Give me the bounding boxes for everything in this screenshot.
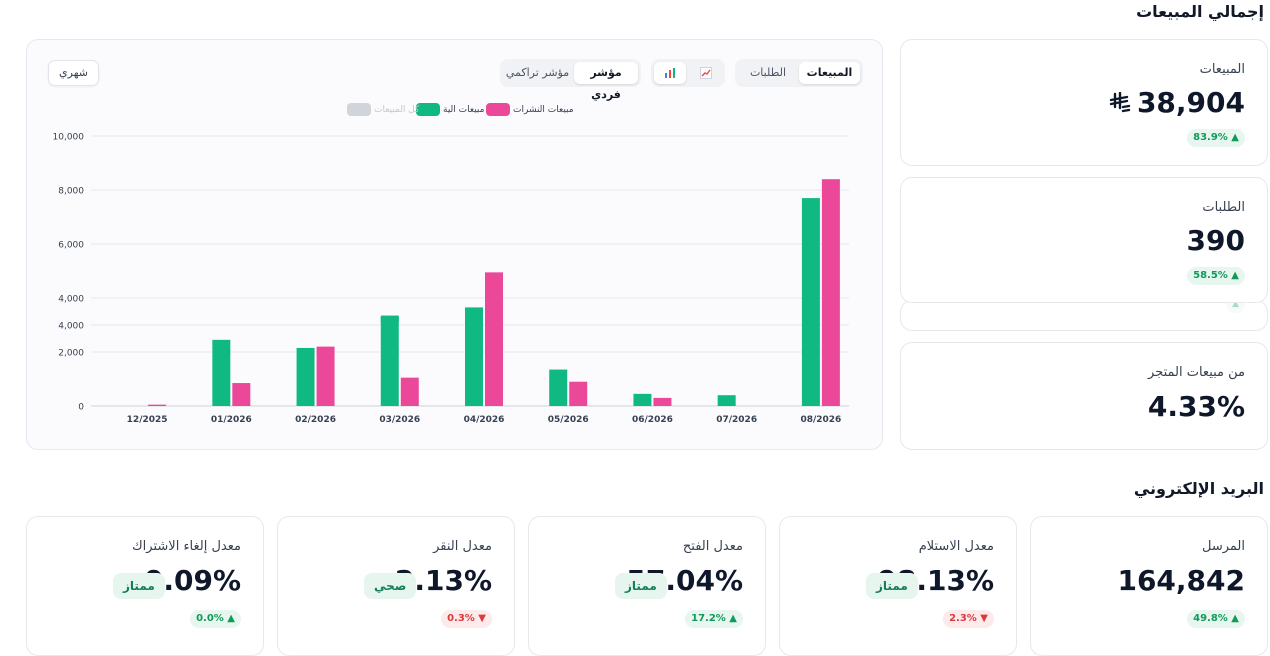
x-tick-label: 03/2026 xyxy=(379,415,420,425)
bar-automation[interactable] xyxy=(801,198,820,406)
email-kpi-value: 164,842 xyxy=(1117,564,1245,597)
arrow-up-icon: ▲ xyxy=(1231,613,1239,624)
email-section-title: البريد الإلكتروني xyxy=(1133,479,1264,498)
email-kpi-card: معدل النقر 2.13% صحي 0.3% ▼ xyxy=(277,516,515,656)
tab-orders[interactable]: الطلبات xyxy=(749,66,787,79)
chart-type-toggle xyxy=(651,59,725,87)
kpi-orders-label: الطلبات xyxy=(1202,200,1245,215)
kpi-card-orders: الطلبات 390 58.5% ▲ xyxy=(900,177,1268,303)
kpi-card-sales: المبيعات 38,904 83.9% ▲ xyxy=(900,39,1268,166)
arrow-up-icon: ▲ xyxy=(1231,132,1239,143)
kpi-card-orders-shadow: ▲ xyxy=(900,295,1268,331)
legend-swatch-all-sales[interactable] xyxy=(347,103,371,116)
x-tick-label: 05/2026 xyxy=(548,415,589,425)
email-kpi-rating: صحي xyxy=(364,573,417,599)
kpi-store-share-value: 4.33% xyxy=(1147,390,1245,423)
bar-newsletters[interactable] xyxy=(316,346,335,406)
bar-automation[interactable] xyxy=(465,307,483,406)
email-kpi-label: معدل الفتح xyxy=(682,539,743,554)
x-tick-label: 01/2026 xyxy=(211,415,252,425)
tab-cumulative-index[interactable]: مؤشر تراكمي xyxy=(505,66,570,79)
email-kpi-label: معدل النقر xyxy=(433,539,492,554)
bar-automation[interactable] xyxy=(549,369,568,406)
email-kpi-label: معدل إلغاء الاشتراك xyxy=(131,539,241,554)
y-tick-label: 4,000 xyxy=(58,295,84,305)
y-tick-label: 0 xyxy=(78,403,84,413)
metric-tabs: المبيعات الطلبات xyxy=(735,59,863,87)
arrow-down-icon: ▼ xyxy=(980,613,988,624)
bar-automation[interactable] xyxy=(633,393,652,406)
email-kpi-change: 0.3% ▼ xyxy=(441,610,492,628)
y-tick-label: 10,000 xyxy=(53,133,85,143)
kpi-sales-label: المبيعات xyxy=(1199,62,1245,77)
arrow-up-icon: ▲ xyxy=(227,613,235,624)
legend-label-newsletters[interactable]: مبيعات النشرات xyxy=(513,105,574,115)
y-tick-label: 6,000 xyxy=(58,241,84,251)
sales-bar-chart: 10,000 8,000 6,000 4,000 4,000 2,000 0 12/2025 0… xyxy=(53,133,849,425)
bar-automation[interactable] xyxy=(212,339,231,406)
kpi-store-share-label: من مبيعات المتجر xyxy=(1148,365,1245,380)
line-chart-icon[interactable] xyxy=(690,62,722,84)
email-kpi-rating: ممتاز xyxy=(113,573,165,599)
email-kpi-label: المرسل xyxy=(1202,539,1245,554)
kpi-sales-value-row: 38,904 xyxy=(1109,86,1245,121)
arrow-up-icon: ▲ xyxy=(729,613,737,624)
bar-newsletters[interactable] xyxy=(232,383,251,406)
bar-chart-icon[interactable] xyxy=(654,62,686,84)
tab-single-index[interactable]: مؤشر فردي xyxy=(574,62,638,101)
x-tick-label: 12/2025 xyxy=(127,415,168,425)
email-kpi-label: معدل الاستلام xyxy=(918,539,994,554)
bar-newsletters[interactable] xyxy=(400,377,419,406)
x-tick-label: 06/2026 xyxy=(632,415,673,425)
email-kpi-change: 0.0% ▲ xyxy=(190,610,241,628)
y-tick-label: 4,000 xyxy=(58,322,84,332)
email-kpi-card: معدل الفتح 57.04% ممتاز 17.2% ▲ xyxy=(528,516,766,656)
x-tick-label: 08/2026 xyxy=(800,415,841,425)
y-tick-label: 8,000 xyxy=(58,187,84,197)
kpi-sales-change: 83.9% ▲ xyxy=(1187,129,1245,147)
bar-automation-extra[interactable] xyxy=(380,315,399,323)
kpi-sales-value: 38,904 xyxy=(1136,86,1245,119)
sales-chart-card: المبيعات الطلبات مؤشر فردي مؤشر تراكمي ش… xyxy=(26,39,883,450)
email-kpi-change: 49.8% ▲ xyxy=(1187,610,1245,628)
bar-newsletters[interactable] xyxy=(653,397,672,406)
kpi-orders-value: 390 xyxy=(1186,224,1245,257)
email-kpi-card: المرسل 164,842 49.8% ▲ xyxy=(1030,516,1268,656)
email-kpi-card: معدل إلغاء الاشتراك 0.09% ممتاز 0.0% ▲ xyxy=(26,516,264,656)
kpi-card-store-share: من مبيعات المتجر 4.33% xyxy=(900,342,1268,450)
sales-section-title: إجمالي المبيعات xyxy=(1136,2,1264,21)
email-kpi-rating: ممتاز xyxy=(866,573,918,599)
x-tick-label: 04/2026 xyxy=(464,415,505,425)
email-kpi-change: 17.2% ▲ xyxy=(685,610,743,628)
bar-automation[interactable] xyxy=(296,347,315,406)
x-tick-label: 07/2026 xyxy=(716,415,757,425)
bar-automation-extra[interactable] xyxy=(465,307,483,323)
y-tick-label: 2,000 xyxy=(58,349,84,359)
bar-newsletters[interactable] xyxy=(821,179,840,406)
riyal-icon xyxy=(1109,88,1131,121)
arrow-down-icon: ▼ xyxy=(478,613,486,624)
email-kpi-rating: ممتاز xyxy=(615,573,667,599)
bar-automation[interactable] xyxy=(380,316,399,406)
legend-label-all-sales[interactable]: كل المبيعات xyxy=(374,105,420,115)
legend-swatch-newsletters[interactable] xyxy=(486,103,510,116)
tab-sales[interactable]: المبيعات xyxy=(799,62,860,84)
bar-newsletters[interactable] xyxy=(569,381,588,406)
legend-label-automation[interactable]: مبيعات الية xyxy=(443,105,485,115)
x-tick-label: 02/2026 xyxy=(295,415,336,425)
bar-newsletters[interactable] xyxy=(148,404,167,406)
arrow-up-icon: ▲ xyxy=(1231,270,1239,281)
email-kpi-change: 2.3% ▼ xyxy=(943,610,994,628)
bar-automation[interactable] xyxy=(717,395,736,406)
kpi-orders-change: 58.5% ▲ xyxy=(1187,267,1245,285)
bar-newsletters[interactable] xyxy=(485,272,503,406)
period-select[interactable]: شهري xyxy=(48,60,99,86)
email-kpi-card: معدل الاستلام 98.13% ممتاز 2.3% ▼ xyxy=(779,516,1017,656)
legend-swatch-automation[interactable] xyxy=(416,103,440,116)
mode-tabs: مؤشر فردي مؤشر تراكمي xyxy=(500,59,641,101)
